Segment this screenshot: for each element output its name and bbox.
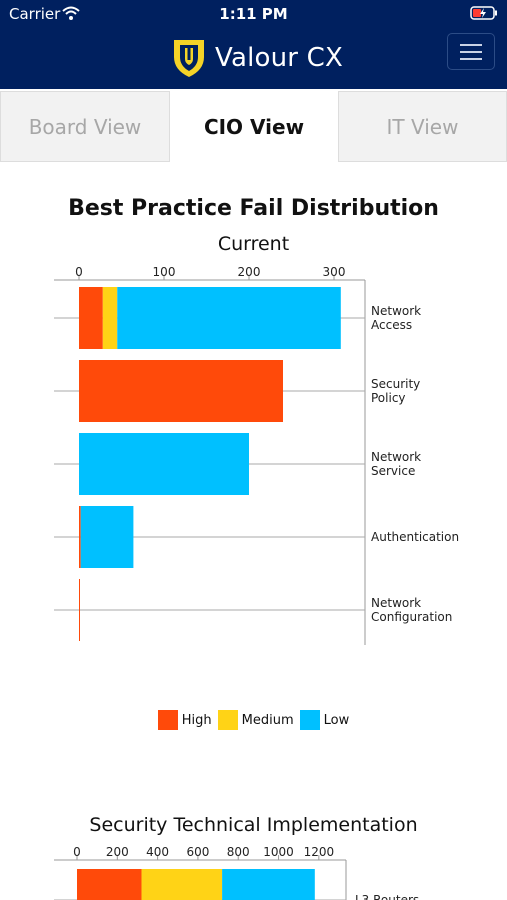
category-label: Service [371,464,415,478]
category-label: Security [371,377,420,391]
chart-title-security-technical: Security Technical Implementation [89,814,418,836]
status-bar: Carrier 1:11 PM [0,0,507,28]
legend-swatch-medium [217,710,238,730]
shield-logo-icon [174,40,204,77]
legend-label-high: High [181,712,212,728]
bar-network-access-medium [102,287,118,349]
section-title: Best Practice Fail Distribution [68,196,439,221]
bar-authentication-high [79,506,81,568]
category-label: Authentication [371,530,459,544]
tick-label: 600 [186,845,209,859]
bar-authentication-low [80,506,134,568]
bar-security-policy-high [79,360,283,422]
tab-cio-view[interactable]: CIO View [170,91,338,162]
battery-charging-icon [470,6,497,20]
chart-legend: High Medium Low [0,710,507,730]
category-label: Network [371,304,421,318]
hamburger-menu-icon [460,44,482,60]
bar-l3-routers-medium [141,869,223,900]
tick-label: 0 [73,845,81,859]
carrier-label: Carrier [9,5,61,23]
brand: Valour CX [170,36,343,80]
category-label: Network [371,596,421,610]
category-label: Network [371,450,421,464]
tick-label: 1200 [304,845,335,859]
tab-board-view[interactable]: Board View [0,91,170,162]
category-label: Access [371,318,412,332]
tick-label: 0 [75,265,83,279]
chart-title-current: Current [217,233,290,255]
bar-network-service-low [79,433,249,495]
status-time: 1:11 PM [219,5,288,23]
legend-label-low: Low [323,712,350,728]
tick-label: 800 [227,845,250,859]
security-technical-chart: 0 200 400 600 800 1000 1200 L3 Routers [54,845,419,900]
view-tabs: Board View CIO View IT View [0,89,507,162]
bar-network-configuration-high [79,579,80,641]
tick-label: 1000 [263,845,294,859]
bar-l3-routers-low [222,869,315,900]
tick-label: 100 [153,265,176,279]
legend-item-low: Low [299,710,350,730]
legend-swatch-high [157,710,178,730]
bar-network-access-high [79,287,103,349]
tick-label: 400 [146,845,169,859]
legend-item-medium: Medium [217,710,294,730]
tick-label: 200 [238,265,261,279]
menu-button[interactable] [447,33,495,70]
bar-network-access-low [117,287,341,349]
brand-name: Valour CX [215,43,344,73]
current-chart: 0 100 200 300NetworkAccessSecurityPolicyNet… [54,265,459,645]
tick-label: 300 [323,265,346,279]
tab-it-view[interactable]: IT View [338,91,507,162]
legend-label-medium: Medium [241,712,294,728]
legend-swatch-low [299,710,320,730]
legend-item-high: High [157,710,212,730]
category-label: Policy [371,391,406,405]
bar-l3-routers-high [77,869,142,900]
wifi-icon [62,6,80,20]
category-label: Configuration [371,610,452,624]
app-header: Carrier 1:11 PM Valour CX [0,0,507,89]
category-label: L3 Routers [355,893,419,900]
tick-label: 200 [106,845,129,859]
